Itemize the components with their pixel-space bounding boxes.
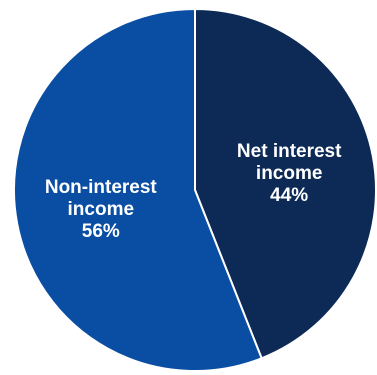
pie-slice-name-line: Net interest	[237, 141, 342, 162]
pie-slice-name-line: income	[256, 163, 323, 184]
pie-slice-value-label: 56%	[82, 221, 120, 242]
pie-slice-name-line: Non-interest	[45, 177, 158, 198]
pie-slice-1	[13, 8, 263, 372]
slices-layer	[13, 8, 377, 372]
pie-slice-0	[194, 8, 377, 360]
pie-slice-label-1: Non-interest income 56%	[45, 177, 158, 242]
labels-layer: Net interest income 44%Non-interest income 5…	[45, 141, 342, 242]
pie-slice-label-0: Net interest income 44%	[237, 141, 342, 206]
pie-slice-value-label: 44%	[270, 185, 308, 206]
pie-slice-name-line: income	[68, 199, 135, 220]
